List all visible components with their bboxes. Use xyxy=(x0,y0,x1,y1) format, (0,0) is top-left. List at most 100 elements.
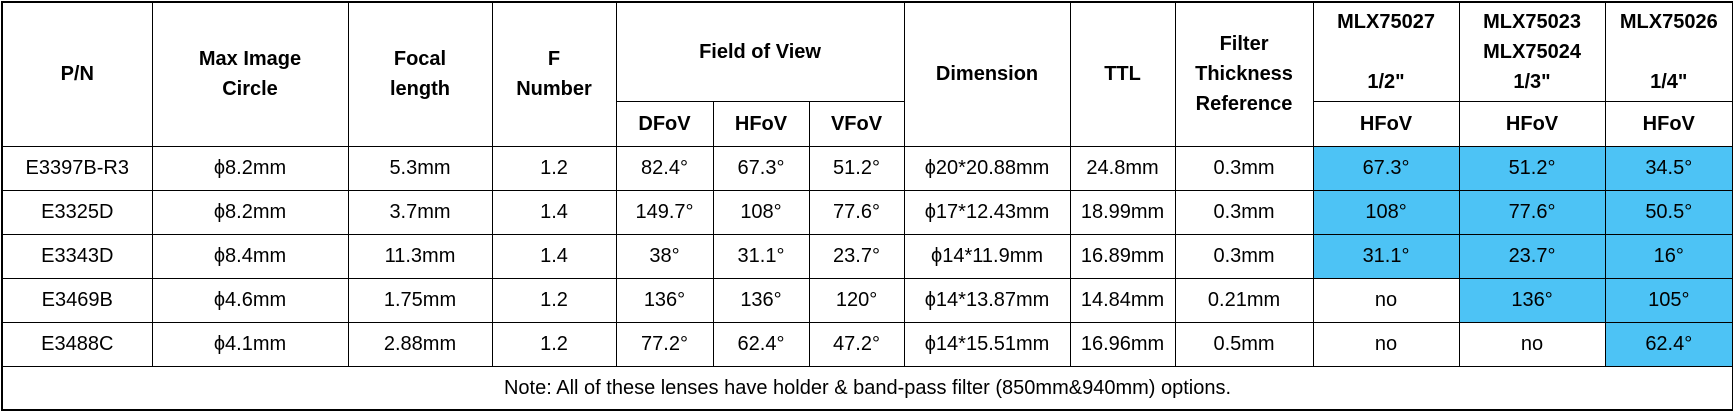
cell-ttl: 14.84mm xyxy=(1069,277,1176,323)
cell-sensor1-hfov: 67.3° xyxy=(1312,145,1460,191)
table-row: E3488C ϕ4.1mm 2.88mm 1.2 77.2° 62.4° 47.… xyxy=(1,321,1733,367)
header-hfov: HFoV xyxy=(712,100,810,147)
cell-dfov: 82.4° xyxy=(615,145,714,191)
cell-pn: E3325D xyxy=(1,189,153,235)
header-f-number-line1: F xyxy=(547,48,561,71)
header-pn: P/N xyxy=(1,1,153,147)
cell-pn: E3488C xyxy=(1,321,153,367)
cell-sensor3-hfov: 62.4° xyxy=(1604,321,1733,367)
header-sensor3-hfov: HFoV xyxy=(1604,100,1733,147)
cell-ttl: 24.8mm xyxy=(1069,145,1176,191)
header-sensor-mlx75026: MLX75026 1/4" xyxy=(1604,1,1733,102)
cell-max-image-circle: ϕ8.2mm xyxy=(151,189,349,235)
cell-vfov: 51.2° xyxy=(808,145,905,191)
cell-sensor3-hfov: 16° xyxy=(1604,233,1733,279)
cell-filter: 0.21mm xyxy=(1174,277,1314,323)
cell-sensor2-hfov: no xyxy=(1458,321,1606,367)
header-sensor1-spacer xyxy=(1316,37,1457,67)
cell-ttl: 16.89mm xyxy=(1069,233,1176,279)
header-sensor1-line1: MLX75027 xyxy=(1337,10,1435,33)
header-sensor2-line3: 1/3" xyxy=(1513,70,1551,93)
cell-sensor2-hfov: 23.7° xyxy=(1458,233,1606,279)
cell-dimension: ϕ17*12.43mm xyxy=(903,189,1071,235)
cell-sensor1-hfov: no xyxy=(1312,321,1460,367)
cell-filter: 0.3mm xyxy=(1174,189,1314,235)
header-f-number: F Number xyxy=(491,1,617,147)
cell-dfov: 149.7° xyxy=(615,189,714,235)
cell-filter: 0.5mm xyxy=(1174,321,1314,367)
header-filter-line1: Filter xyxy=(1219,33,1269,56)
header-focal-length-line2: length xyxy=(390,78,450,101)
header-sensor2-line2: MLX75024 xyxy=(1483,40,1581,63)
header-dfov: DFoV xyxy=(615,100,714,147)
header-filter-line3: Reference xyxy=(1195,93,1293,116)
cell-vfov: 77.6° xyxy=(808,189,905,235)
cell-ttl: 16.96mm xyxy=(1069,321,1176,367)
header-filter-line2: Thickness xyxy=(1195,63,1293,86)
cell-hfov: 108° xyxy=(712,189,810,235)
header-sensor1-line3: 1/2" xyxy=(1367,70,1405,93)
header-f-number-line2: Number xyxy=(516,78,592,101)
cell-dimension: ϕ14*15.51mm xyxy=(903,321,1071,367)
header-field-of-view: Field of View xyxy=(615,1,905,102)
table-row: E3397B-R3 ϕ8.2mm 5.3mm 1.2 82.4° 67.3° 5… xyxy=(1,145,1733,191)
table-row: E3343D ϕ8.4mm 11.3mm 1.4 38° 31.1° 23.7°… xyxy=(1,233,1733,279)
cell-f-number: 1.4 xyxy=(491,189,617,235)
cell-sensor1-hfov: 108° xyxy=(1312,189,1460,235)
cell-sensor2-hfov: 51.2° xyxy=(1458,145,1606,191)
header-filter-thickness: Filter Thickness Reference xyxy=(1174,1,1314,147)
cell-max-image-circle: ϕ8.4mm xyxy=(151,233,349,279)
cell-max-image-circle: ϕ4.1mm xyxy=(151,321,349,367)
header-sensor3-line1: MLX75026 xyxy=(1619,10,1718,33)
header-sensor2-hfov: HFoV xyxy=(1458,100,1606,147)
header-sensor3-line3: 1/4" xyxy=(1650,70,1688,93)
cell-dfov: 38° xyxy=(615,233,714,279)
cell-hfov: 62.4° xyxy=(712,321,810,367)
cell-sensor2-hfov: 136° xyxy=(1458,277,1606,323)
header-focal-length-line1: Focal xyxy=(393,48,447,71)
table-row: E3469B ϕ4.6mm 1.75mm 1.2 136° 136° 120° … xyxy=(1,277,1733,323)
cell-dfov: 77.2° xyxy=(615,321,714,367)
cell-f-number: 1.2 xyxy=(491,321,617,367)
cell-pn: E3469B xyxy=(1,277,153,323)
header-max-image-circle: Max Image Circle xyxy=(151,1,349,147)
cell-pn: E3397B-R3 xyxy=(1,145,153,191)
table-note: Note: All of these lenses have holder & … xyxy=(1,365,1733,411)
cell-focal-length: 3.7mm xyxy=(347,189,493,235)
cell-focal-length: 5.3mm xyxy=(347,145,493,191)
cell-sensor3-hfov: 105° xyxy=(1604,277,1733,323)
cell-focal-length: 11.3mm xyxy=(347,233,493,279)
header-ttl: TTL xyxy=(1069,1,1176,147)
cell-f-number: 1.2 xyxy=(491,145,617,191)
cell-hfov: 31.1° xyxy=(712,233,810,279)
cell-focal-length: 1.75mm xyxy=(347,277,493,323)
cell-vfov: 47.2° xyxy=(808,321,905,367)
cell-pn: E3343D xyxy=(1,233,153,279)
cell-f-number: 1.4 xyxy=(491,233,617,279)
cell-sensor3-hfov: 50.5° xyxy=(1604,189,1733,235)
cell-focal-length: 2.88mm xyxy=(347,321,493,367)
table-row: E3325D ϕ8.2mm 3.7mm 1.4 149.7° 108° 77.6… xyxy=(1,189,1733,235)
header-vfov: VFoV xyxy=(808,100,905,147)
cell-sensor2-hfov: 77.6° xyxy=(1458,189,1606,235)
header-focal-length: Focal length xyxy=(347,1,493,147)
cell-sensor3-hfov: 34.5° xyxy=(1604,145,1733,191)
lens-spec-table: P/N Max Image Circle Focal length F Numb… xyxy=(1,1,1733,411)
header-sensor3-spacer xyxy=(1608,37,1731,67)
cell-ttl: 18.99mm xyxy=(1069,189,1176,235)
header-max-image-circle-line2: Circle xyxy=(222,78,278,101)
cell-dfov: 136° xyxy=(615,277,714,323)
cell-max-image-circle: ϕ4.6mm xyxy=(151,277,349,323)
cell-filter: 0.3mm xyxy=(1174,233,1314,279)
cell-hfov: 67.3° xyxy=(712,145,810,191)
cell-vfov: 120° xyxy=(808,277,905,323)
cell-sensor1-hfov: 31.1° xyxy=(1312,233,1460,279)
cell-vfov: 23.7° xyxy=(808,233,905,279)
header-sensor2-line1: MLX75023 xyxy=(1483,10,1581,33)
header-sensor-mlx75027: MLX75027 1/2" xyxy=(1312,1,1460,102)
cell-dimension: ϕ14*13.87mm xyxy=(903,277,1071,323)
cell-dimension: ϕ20*20.88mm xyxy=(903,145,1071,191)
header-sensor1-hfov: HFoV xyxy=(1312,100,1460,147)
header-dimension: Dimension xyxy=(903,1,1071,147)
header-sensor-mlx75023-24: MLX75023 MLX75024 1/3" xyxy=(1458,1,1606,102)
